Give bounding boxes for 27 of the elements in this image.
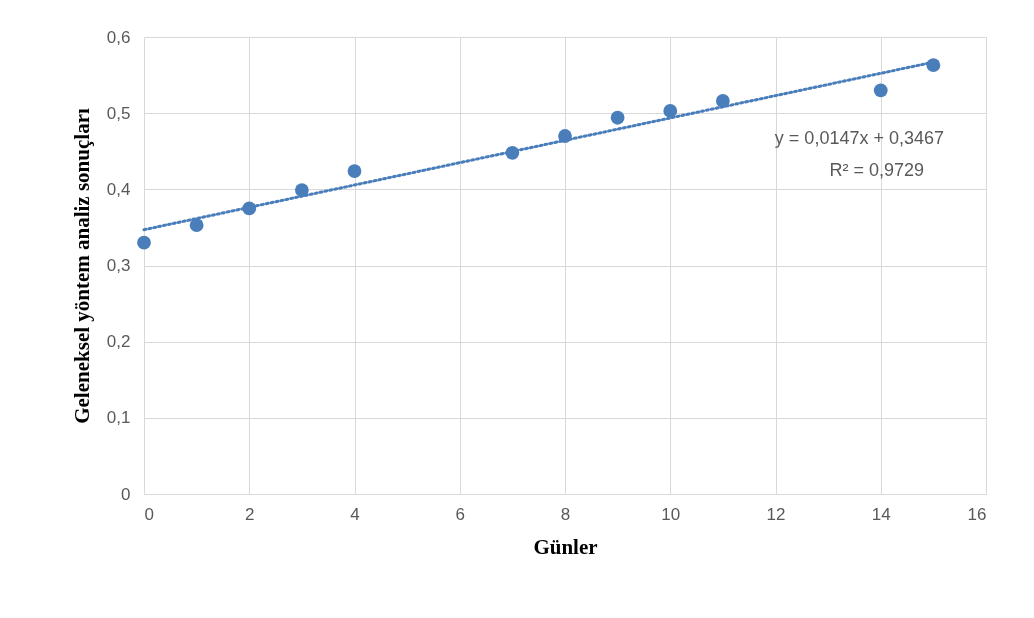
y-tick-label: 0,2 (106, 332, 131, 352)
x-tick-label: 10 (661, 504, 681, 524)
y-axis-title: Geleneksel yöntem analiz sonuçları (69, 108, 94, 424)
x-tick-label: 4 (350, 504, 360, 524)
y-tick-label: 0,1 (106, 408, 131, 428)
x-tick-label: 12 (766, 504, 786, 524)
point (663, 104, 678, 118)
point (873, 83, 888, 98)
x-tick-label: 0 (144, 504, 154, 524)
x-axis-title: Günler (533, 534, 598, 559)
annotation: y = 0,0147x + 0,3467 (774, 128, 944, 148)
y-tick-label: 0 (121, 484, 131, 504)
point (189, 218, 204, 233)
y-tick-label: 0,6 (106, 27, 131, 47)
point (294, 183, 309, 197)
x-tick-label: 14 (871, 504, 891, 524)
point (347, 164, 362, 178)
point (137, 235, 151, 250)
x-tick-label: 8 (560, 504, 571, 524)
y-tick-label: 0,3 (106, 256, 131, 275)
y-tick-label: 0,5 (106, 103, 131, 123)
point (610, 110, 625, 125)
x-tick-label: 16 (967, 504, 987, 524)
y-tick-label: 0,4 (106, 179, 131, 199)
x-tick-label: 6 (455, 504, 465, 524)
annotation: R² = 0,9729 (829, 160, 924, 180)
x-tick-label: 2 (245, 504, 255, 524)
